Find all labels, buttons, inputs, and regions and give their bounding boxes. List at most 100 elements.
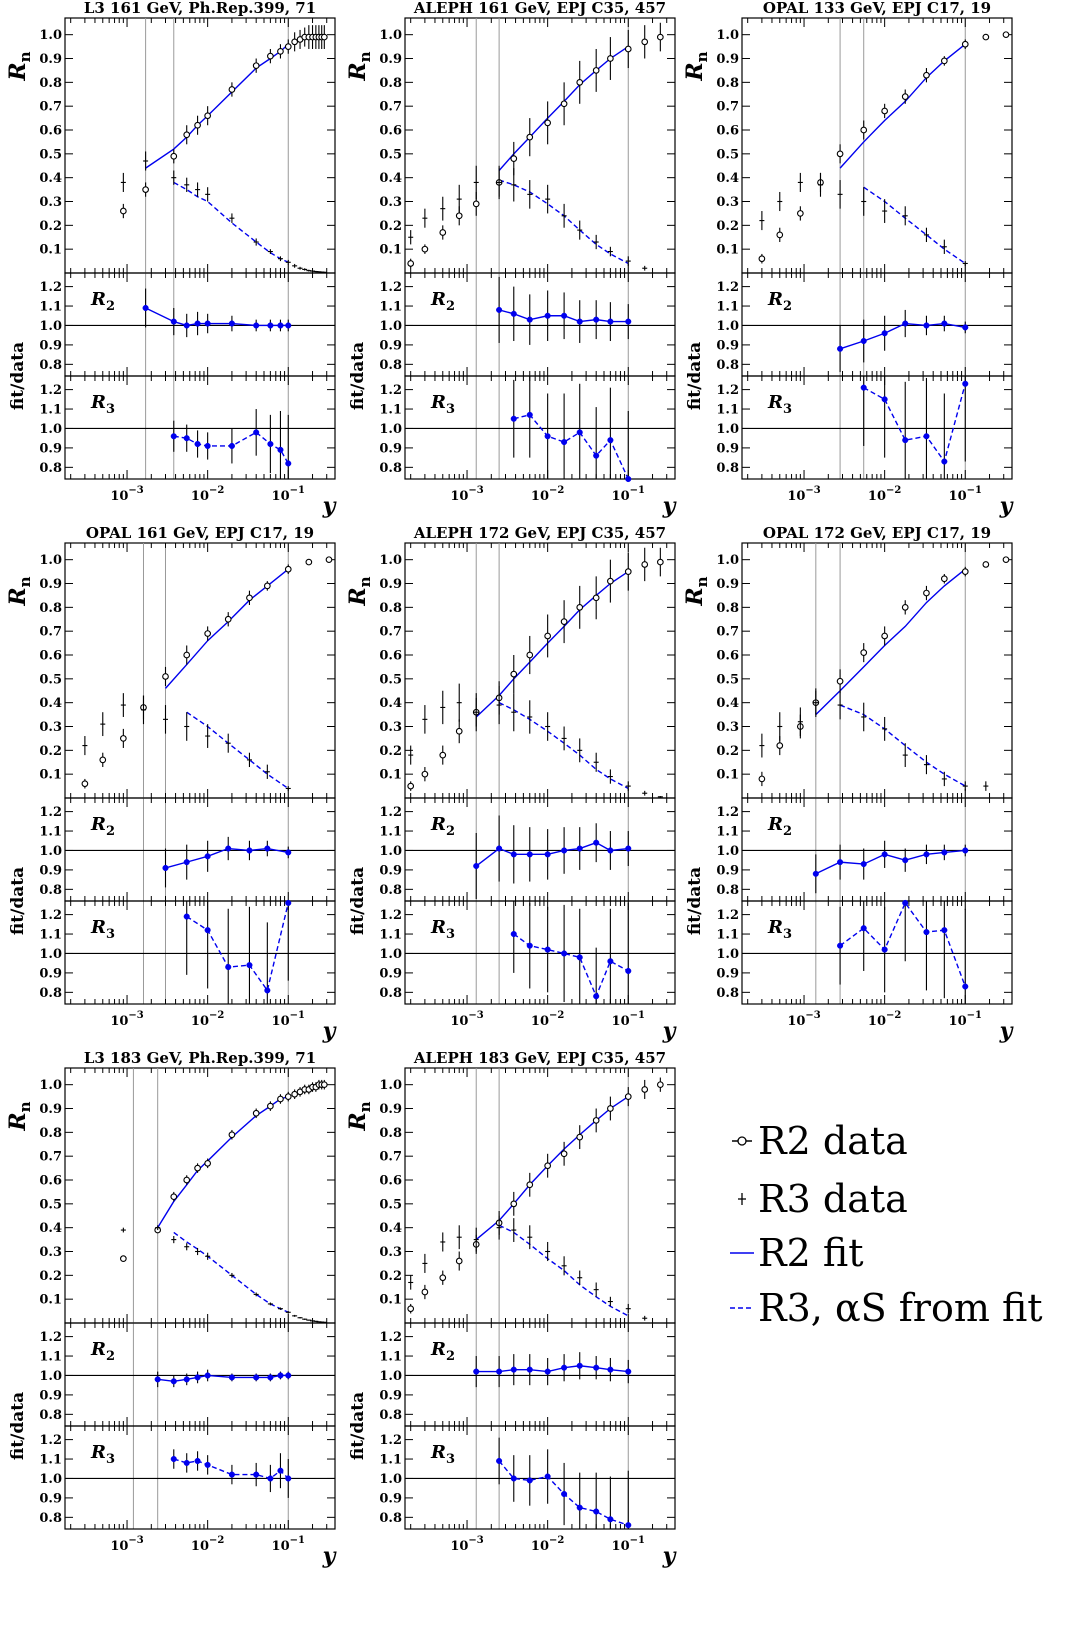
ratio-point xyxy=(941,927,948,934)
r2-data-point xyxy=(510,670,518,678)
ratio-tag-sub: 3 xyxy=(106,1452,115,1467)
ratio-point xyxy=(544,1473,551,1480)
y-tick-label: 0.3 xyxy=(39,720,62,735)
r2-data-point xyxy=(526,133,534,141)
ratio-axis-title: fit/data xyxy=(8,867,28,935)
y-tick-label: 0.8 xyxy=(379,986,402,1001)
ratio-point xyxy=(246,962,253,969)
x-tick-base: 10 xyxy=(272,489,290,504)
ratio-point xyxy=(526,1366,533,1373)
ratio-point xyxy=(526,851,533,858)
r2-data-point xyxy=(267,52,274,60)
r2-data-point xyxy=(204,1159,211,1167)
panel-2: ALEPH 161 GeV, EPJ C35, 457 0.1 0.2 0.3 0.4 0… xyxy=(345,0,678,519)
r2-data-point xyxy=(758,255,766,263)
y-tick-label: 0.8 xyxy=(379,883,402,898)
y-tick-label: 0.5 xyxy=(716,147,739,162)
y-tick-label: 1.1 xyxy=(39,825,62,840)
ratio-fit-line xyxy=(475,841,629,867)
y-tick-label: 0.5 xyxy=(39,672,62,687)
ratio-point xyxy=(544,433,551,440)
y-tick-label: 1.2 xyxy=(39,805,62,820)
y-tick-label: 1.2 xyxy=(379,1330,402,1345)
x-tick-label: 10−2 xyxy=(531,1010,564,1029)
y-tick-label: 0.9 xyxy=(39,52,62,67)
y-tick-label: 0.4 xyxy=(39,1221,62,1236)
x-axis-title: y xyxy=(322,493,338,519)
y-tick-label: 1.2 xyxy=(716,383,739,398)
legend-label-r3-data: R3 data xyxy=(758,1177,908,1221)
legend-item-r3-data: R3 data xyxy=(738,1177,908,1221)
y-tick-label: 1.0 xyxy=(379,947,402,962)
y-tick-label: 0.3 xyxy=(379,195,402,210)
y-tick-label: 1.0 xyxy=(39,1078,62,1093)
y-tick-label: 1.0 xyxy=(39,319,62,334)
y-tick-label: 0.6 xyxy=(379,649,402,664)
y-tick-label: 0.9 xyxy=(39,338,62,353)
ratio-point xyxy=(183,1376,190,1383)
y-tick-label: 0.9 xyxy=(39,1102,62,1117)
y-axis-title-sub: n xyxy=(16,1101,34,1112)
panel-title: ALEPH 172 GeV, EPJ C35, 457 xyxy=(413,524,666,542)
y-tick-label: 1.1 xyxy=(379,928,402,943)
y-tick-label: 1.0 xyxy=(379,1078,402,1093)
ratio-point xyxy=(246,847,253,854)
ratio-axis-title-text: fit/data xyxy=(348,342,368,410)
ratio-point xyxy=(183,859,190,866)
r2-data-point xyxy=(641,561,649,568)
ratio-point xyxy=(607,318,614,325)
panel-title: OPAL 172 GeV, EPJ C17, 19 xyxy=(763,524,991,542)
r2-data-point xyxy=(291,38,298,46)
y-tick-label: 0.8 xyxy=(39,76,62,91)
r3-fit-line xyxy=(173,181,289,263)
ratio-point xyxy=(576,954,583,961)
x-axis-title: y xyxy=(662,1018,678,1044)
panel-3: OPAL 133 GeV, EPJ C17, 19 0.1 0.2 0.3 0.4 0.5… xyxy=(682,0,1015,519)
ratio-point xyxy=(526,411,533,418)
x-tick-label: 10−2 xyxy=(191,1535,224,1554)
x-tick-base: 10 xyxy=(531,1539,549,1554)
x-tick-base: 10 xyxy=(531,489,549,504)
y-tick-label: 1.1 xyxy=(39,1453,62,1468)
y-tick-label: 0.7 xyxy=(379,100,402,115)
r2-data-point xyxy=(560,100,568,108)
ratio-axis-title: fit/data xyxy=(685,342,705,410)
r2-data-point xyxy=(836,677,844,685)
x-tick-exponent: −3 xyxy=(805,1010,820,1021)
r2-data-point xyxy=(961,40,969,48)
y-tick-label: 1.1 xyxy=(716,300,739,315)
y-tick-label: 0.8 xyxy=(716,986,739,1001)
y-axis-title-sub: n xyxy=(693,576,711,587)
y-tick-label: 0.9 xyxy=(379,1491,402,1506)
r2-data-point xyxy=(228,86,236,93)
ratio-point xyxy=(496,306,503,313)
y-tick-label: 0.7 xyxy=(379,1150,402,1165)
x-axis-title: y xyxy=(662,1543,678,1569)
ratio-point xyxy=(170,1378,177,1385)
y-tick-label: 0.6 xyxy=(39,124,62,139)
ratio-tag-sub: 3 xyxy=(106,927,115,942)
ratio-point xyxy=(267,440,274,448)
x-tick-label: 10−3 xyxy=(110,485,143,504)
x-tick-base: 10 xyxy=(450,489,468,504)
ratio-point xyxy=(510,930,517,938)
y-tick-label: 0.5 xyxy=(39,147,62,162)
x-tick-exponent: −2 xyxy=(209,1535,224,1546)
r2-data-point xyxy=(407,1305,415,1313)
x-axis-title: y xyxy=(999,493,1015,519)
ratio-point xyxy=(860,925,867,932)
x-tick-base: 10 xyxy=(868,1014,886,1029)
ratio-point xyxy=(253,322,260,329)
r2-fit-line xyxy=(145,43,289,169)
r2-data-point xyxy=(796,210,804,217)
y-tick-label: 1.1 xyxy=(39,1350,62,1365)
x-tick-label: 10−1 xyxy=(612,1010,645,1029)
ratio-tag-sub: 2 xyxy=(446,1349,455,1364)
y-tick-label: 1.0 xyxy=(39,1472,62,1487)
r2-data-point xyxy=(472,200,480,208)
legend-item-r2-data: R2 data xyxy=(732,1119,908,1163)
y-tick-label: 1.2 xyxy=(39,280,62,295)
r2-data-point xyxy=(901,603,909,611)
y-tick-label: 0.4 xyxy=(379,1221,402,1236)
ratio-axis-title: fit/data xyxy=(348,1392,368,1460)
